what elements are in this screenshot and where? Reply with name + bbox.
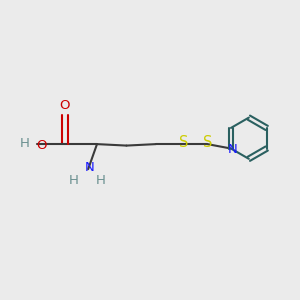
Text: H: H xyxy=(20,137,30,150)
Text: O: O xyxy=(36,139,46,152)
Text: H: H xyxy=(96,174,106,188)
Text: H: H xyxy=(68,174,78,188)
Text: N: N xyxy=(228,143,237,157)
Text: S: S xyxy=(179,135,188,150)
Text: S: S xyxy=(203,135,212,150)
Text: N: N xyxy=(85,161,94,174)
Text: O: O xyxy=(59,99,70,112)
